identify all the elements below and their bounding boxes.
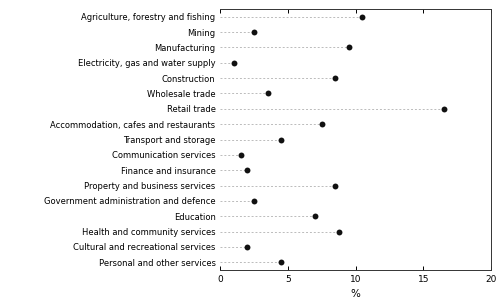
Point <box>318 122 326 127</box>
Point <box>358 14 366 19</box>
Point <box>278 260 286 265</box>
Point <box>264 91 272 96</box>
Point <box>278 137 286 142</box>
Point <box>336 229 344 234</box>
Point <box>331 76 339 80</box>
Point <box>243 168 252 172</box>
Point <box>230 60 238 65</box>
Point <box>331 183 339 188</box>
Point <box>439 106 447 111</box>
Point <box>243 244 252 249</box>
Point <box>250 199 259 203</box>
Point <box>345 45 353 50</box>
X-axis label: %: % <box>351 290 361 299</box>
Point <box>250 30 259 34</box>
Point <box>236 152 244 157</box>
Point <box>311 214 319 219</box>
